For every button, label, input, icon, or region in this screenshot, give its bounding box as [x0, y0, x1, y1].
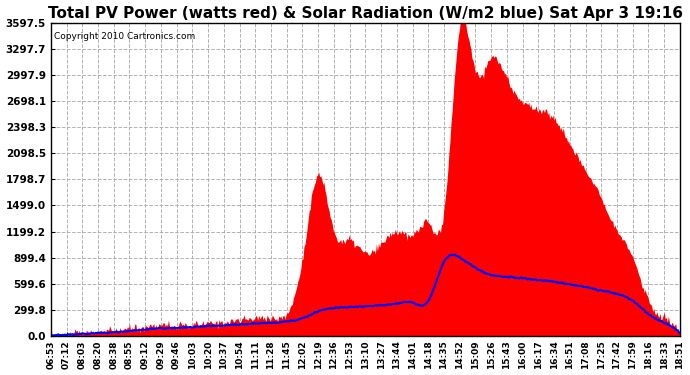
Text: Copyright 2010 Cartronics.com: Copyright 2010 Cartronics.com — [54, 33, 195, 42]
Title: Total PV Power (watts red) & Solar Radiation (W/m2 blue) Sat Apr 3 19:16: Total PV Power (watts red) & Solar Radia… — [48, 6, 683, 21]
